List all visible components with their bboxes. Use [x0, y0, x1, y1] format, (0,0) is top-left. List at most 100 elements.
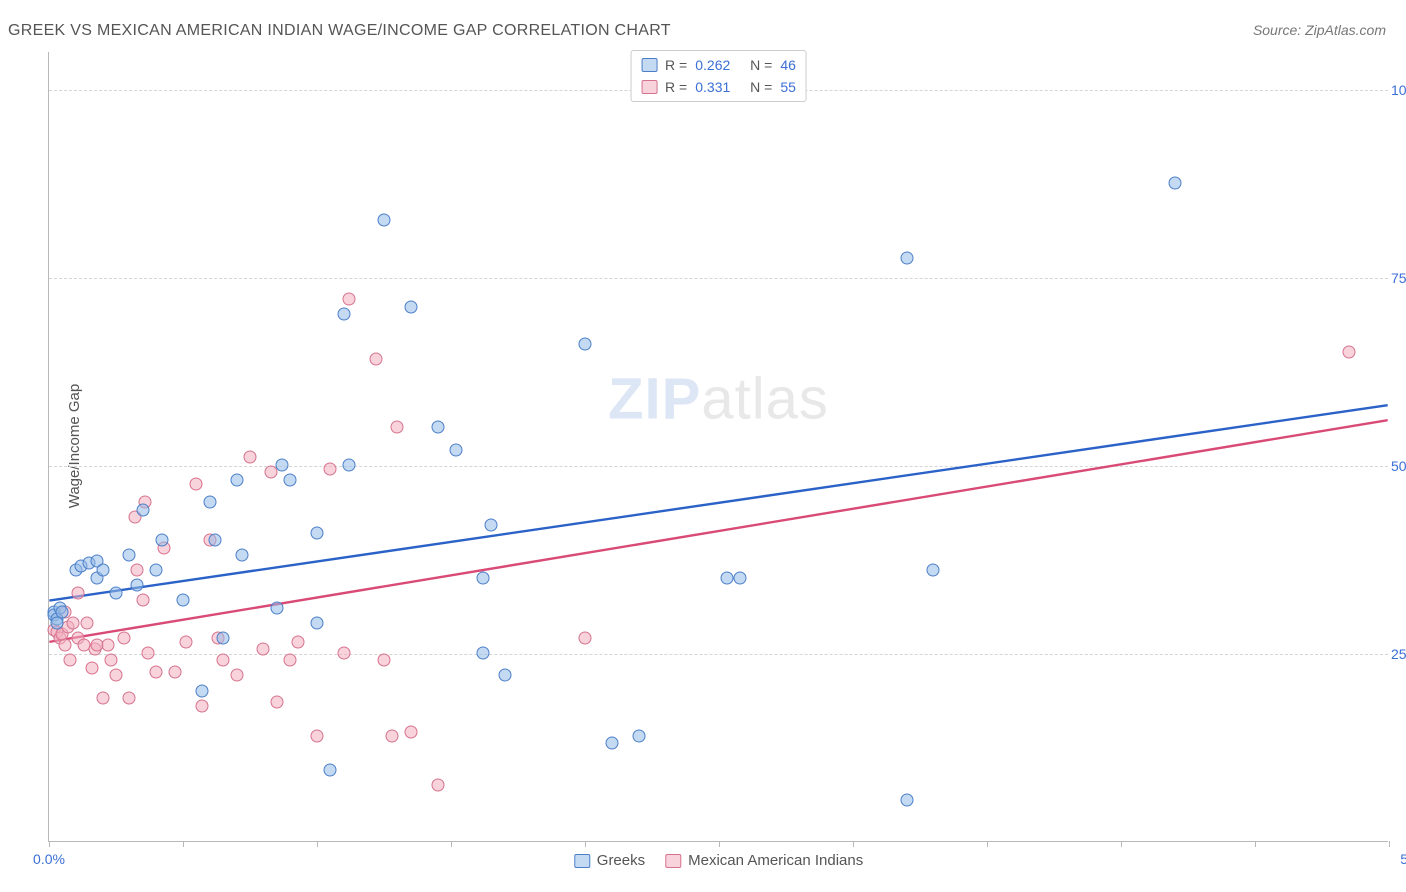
- scatter-point-mex: [579, 631, 592, 644]
- scatter-point-greek: [378, 214, 391, 227]
- scatter-point-greek: [900, 793, 913, 806]
- scatter-point-greek: [270, 601, 283, 614]
- scatter-point-greek: [477, 646, 490, 659]
- y-tick-label: 50.0%: [1391, 458, 1406, 474]
- scatter-point-mex: [101, 639, 114, 652]
- x-tick-mark: [451, 841, 452, 847]
- y-tick-label: 75.0%: [1391, 270, 1406, 286]
- scatter-point-greek: [110, 586, 123, 599]
- scatter-point-mex: [110, 669, 123, 682]
- scatter-point-greek: [230, 473, 243, 486]
- scatter-point-greek: [343, 458, 356, 471]
- scatter-point-mex: [150, 665, 163, 678]
- scatter-point-greek: [131, 579, 144, 592]
- scatter-point-mex: [1342, 345, 1355, 358]
- scatter-point-greek: [579, 338, 592, 351]
- scatter-point-greek: [900, 251, 913, 264]
- scatter-point-mex: [391, 421, 404, 434]
- scatter-point-mex: [80, 616, 93, 629]
- scatter-point-mex: [59, 639, 72, 652]
- scatter-point-greek: [235, 549, 248, 562]
- gridline: [49, 466, 1388, 467]
- scatter-point-greek: [276, 458, 289, 471]
- x-tick-mark: [987, 841, 988, 847]
- x-tick-mark: [49, 841, 50, 847]
- scatter-point-mex: [190, 477, 203, 490]
- scatter-point-mex: [118, 631, 131, 644]
- scatter-point-mex: [85, 661, 98, 674]
- scatter-point-mex: [72, 586, 85, 599]
- scatter-point-greek: [324, 763, 337, 776]
- legend-row-mexican: R = 0.331 N = 55: [641, 76, 796, 98]
- y-tick-label: 25.0%: [1391, 646, 1406, 662]
- scatter-point-greek: [605, 737, 618, 750]
- regression-lines: [49, 52, 1388, 841]
- scatter-point-mex: [104, 654, 117, 667]
- scatter-point-mex: [230, 669, 243, 682]
- scatter-point-mex: [179, 635, 192, 648]
- chart-title: GREEK VS MEXICAN AMERICAN INDIAN WAGE/IN…: [8, 22, 671, 40]
- scatter-point-mex: [343, 293, 356, 306]
- scatter-point-greek: [56, 605, 69, 618]
- scatter-point-mex: [168, 665, 181, 678]
- watermark: ZIPatlas: [608, 366, 829, 433]
- scatter-point-greek: [177, 594, 190, 607]
- scatter-point-mex: [96, 692, 109, 705]
- gridline: [49, 654, 1388, 655]
- scatter-point-greek: [284, 473, 297, 486]
- scatter-point-greek: [123, 549, 136, 562]
- scatter-point-greek: [217, 631, 230, 644]
- source-attribution: Source: ZipAtlas.com: [1253, 22, 1386, 38]
- scatter-point-greek: [927, 564, 940, 577]
- scatter-point-greek: [632, 729, 645, 742]
- scatter-point-mex: [324, 462, 337, 475]
- x-tick-label: 50.0%: [1400, 851, 1406, 867]
- swatch-mex-icon: [641, 80, 657, 94]
- series-legend: Greeks Mexican American Indians: [574, 852, 863, 869]
- scatter-point-greek: [209, 534, 222, 547]
- scatter-point-greek: [195, 684, 208, 697]
- scatter-point-mex: [217, 654, 230, 667]
- x-tick-mark: [1389, 841, 1390, 847]
- x-tick-mark: [1255, 841, 1256, 847]
- scatter-point-mex: [195, 699, 208, 712]
- scatter-point-mex: [369, 353, 382, 366]
- x-tick-mark: [317, 841, 318, 847]
- scatter-plot-area: ZIPatlas 25.0%50.0%75.0%100.0% 0.0%50.0%…: [48, 52, 1388, 842]
- scatter-point-greek: [150, 564, 163, 577]
- legend-item-greek: Greeks: [574, 852, 645, 869]
- scatter-point-greek: [721, 571, 734, 584]
- scatter-point-mex: [123, 692, 136, 705]
- scatter-point-mex: [257, 643, 270, 656]
- scatter-point-greek: [404, 300, 417, 313]
- x-tick-mark: [719, 841, 720, 847]
- scatter-point-mex: [131, 564, 144, 577]
- scatter-point-mex: [270, 695, 283, 708]
- y-tick-label: 100.0%: [1391, 82, 1406, 98]
- scatter-point-mex: [404, 725, 417, 738]
- x-tick-mark: [183, 841, 184, 847]
- scatter-point-mex: [311, 729, 324, 742]
- scatter-point-greek: [734, 571, 747, 584]
- scatter-point-mex: [284, 654, 297, 667]
- scatter-point-mex: [136, 594, 149, 607]
- scatter-point-greek: [136, 503, 149, 516]
- scatter-point-mex: [64, 654, 77, 667]
- scatter-point-greek: [485, 519, 498, 532]
- scatter-point-greek: [477, 571, 490, 584]
- x-tick-mark: [853, 841, 854, 847]
- swatch-greek-icon: [641, 58, 657, 72]
- regression-line-greek: [49, 405, 1387, 600]
- scatter-point-greek: [311, 616, 324, 629]
- scatter-point-mex: [337, 646, 350, 659]
- scatter-point-mex: [378, 654, 391, 667]
- scatter-point-mex: [386, 729, 399, 742]
- scatter-point-greek: [450, 443, 463, 456]
- swatch-greek-icon: [574, 854, 590, 868]
- gridline: [49, 278, 1388, 279]
- legend-row-greek: R = 0.262 N = 46: [641, 54, 796, 76]
- scatter-point-mex: [244, 451, 257, 464]
- x-tick-label: 0.0%: [33, 851, 65, 867]
- scatter-point-greek: [311, 526, 324, 539]
- scatter-point-greek: [155, 534, 168, 547]
